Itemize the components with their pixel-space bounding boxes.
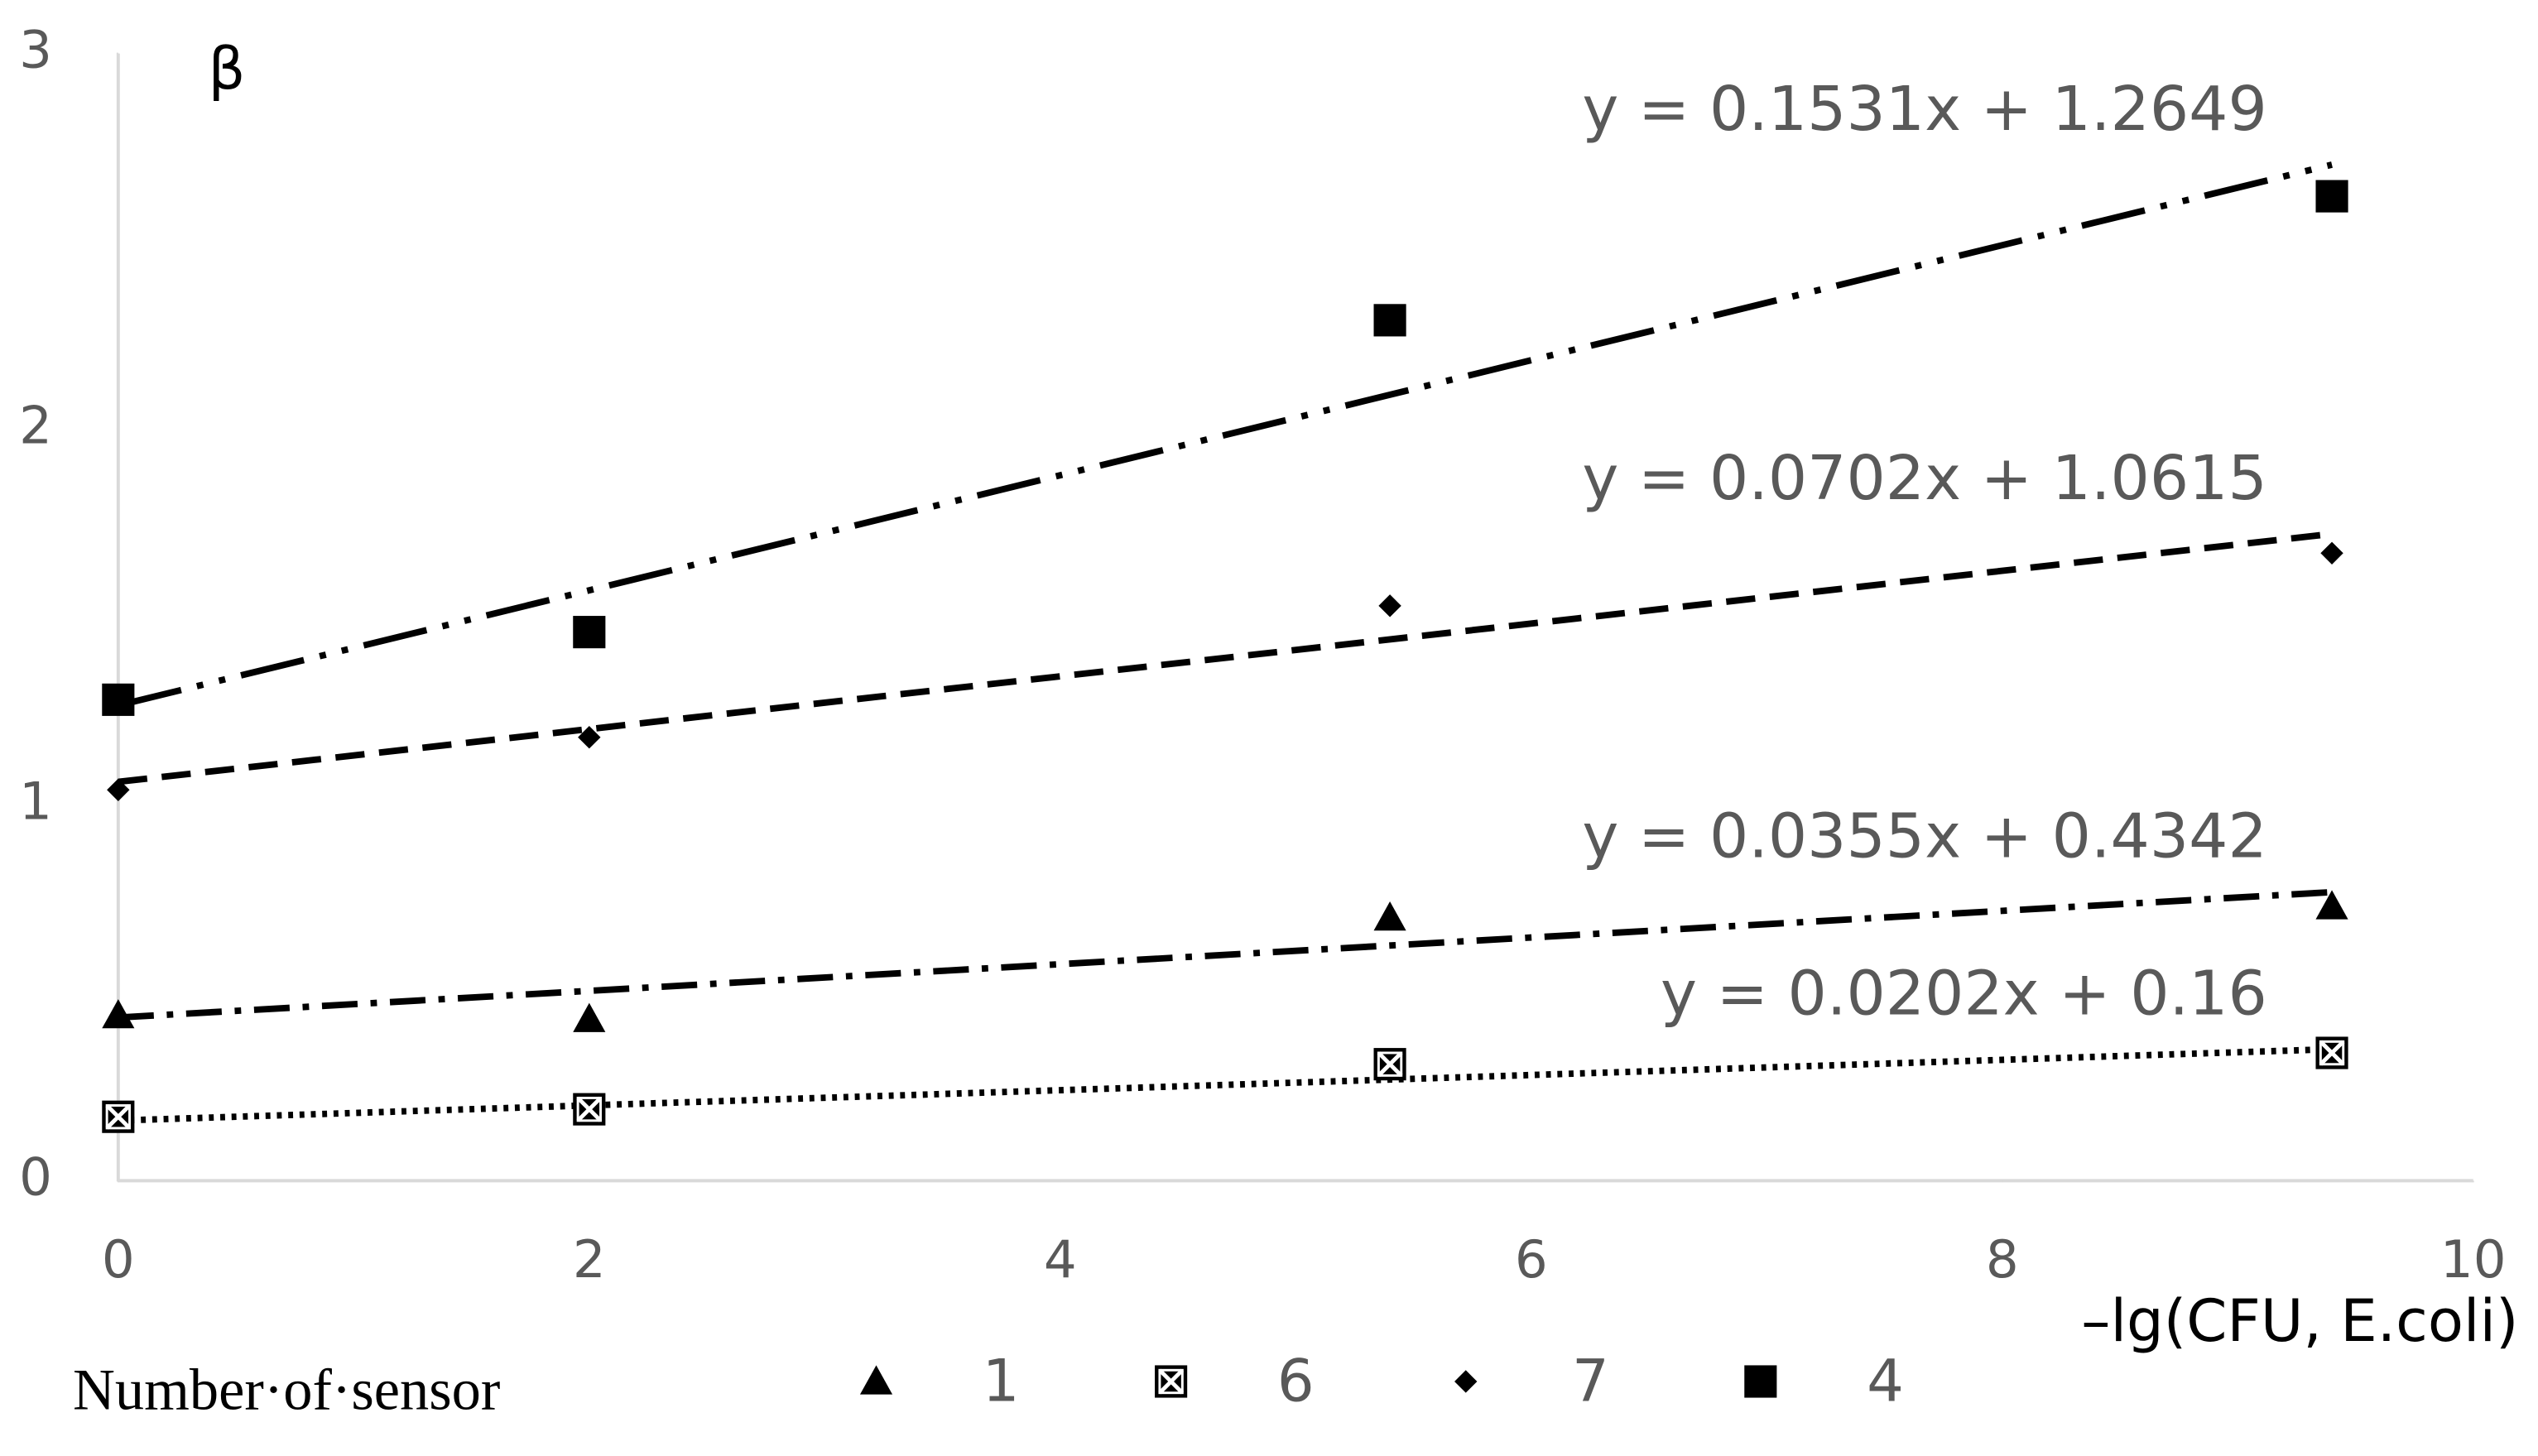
trendline-equation: y = 0.0355x + 0.4342 <box>1582 800 2266 872</box>
marker-square <box>1744 1365 1777 1398</box>
x-tick-label: 2 <box>573 1229 606 1290</box>
y-axis-label: β <box>208 36 245 103</box>
marker-box-inner <box>576 1096 602 1122</box>
marker-cross <box>576 1096 603 1122</box>
y-tick-label: 2 <box>19 396 52 456</box>
marker-box-x <box>1373 1048 1406 1081</box>
marker-box-x <box>573 1093 606 1126</box>
marker-box-inner <box>2319 1040 2345 1066</box>
marker-diamond <box>578 726 601 749</box>
marker-box-inner <box>105 1104 131 1130</box>
legend-label: 1 <box>983 1347 1020 1415</box>
x-tick-label: 8 <box>1986 1229 2019 1290</box>
y-tick-label: 0 <box>19 1146 52 1207</box>
y-tick-label: 1 <box>19 771 52 832</box>
trendline-equation: y = 0.0202x + 0.16 <box>1661 957 2267 1029</box>
x-tick-label: 6 <box>1515 1229 1548 1290</box>
marker-square <box>1373 304 1406 337</box>
marker-cross <box>1158 1368 1185 1395</box>
legend-label: 6 <box>1277 1347 1315 1415</box>
marker-diamond <box>2320 541 2343 565</box>
trendline-equation: y = 0.0702x + 1.0615 <box>1582 442 2266 514</box>
trendline <box>118 888 2333 1021</box>
marker-box-x <box>2315 1036 2348 1069</box>
marker-triangle <box>573 1002 606 1032</box>
marker-diamond <box>107 778 130 801</box>
marker-triangle <box>1373 901 1406 931</box>
marker-box-inner <box>1377 1051 1403 1077</box>
marker-square <box>573 616 606 649</box>
marker-box-x <box>102 1100 135 1133</box>
marker-cross <box>105 1103 132 1130</box>
marker-square <box>2315 180 2348 213</box>
legend-label: 4 <box>1867 1347 1904 1415</box>
marker-triangle <box>102 999 135 1029</box>
marker-cross <box>1377 1051 1403 1078</box>
marker-triangle <box>2315 890 2348 920</box>
x-tick-label: 10 <box>2440 1229 2507 1290</box>
marker-triangle <box>859 1365 893 1395</box>
x-tick-label: 0 <box>102 1229 135 1290</box>
marker-square <box>102 683 135 716</box>
marker-box-inner <box>1158 1368 1184 1395</box>
legend-title: Number·of·sensor <box>73 1358 500 1423</box>
trendline <box>118 531 2333 786</box>
x-axis-label: –lg(CFU, E.coli) <box>2081 1287 2518 1355</box>
legend-label: 7 <box>1572 1347 1609 1415</box>
marker-cross <box>2319 1040 2345 1066</box>
marker-box-x <box>1155 1365 1188 1398</box>
x-tick-label: 4 <box>1044 1229 1077 1290</box>
y-tick-label: 3 <box>19 20 52 80</box>
trendline <box>118 1045 2333 1124</box>
trendline <box>117 161 2333 709</box>
marker-diamond <box>1454 1370 1478 1393</box>
trendline-equation: y = 0.1531x + 1.2649 <box>1582 73 2266 145</box>
marker-diamond <box>1378 594 1401 617</box>
